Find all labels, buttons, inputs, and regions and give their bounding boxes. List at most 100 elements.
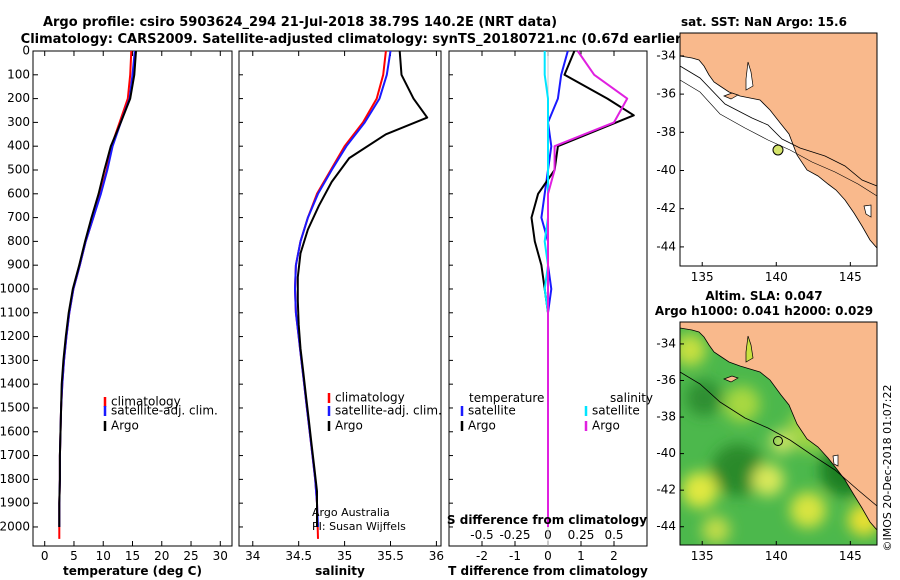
legend-label-argo: Argo [335,419,363,433]
x-tick-label: 34 [245,549,260,563]
sla-map-frame [679,321,878,546]
shelf-contour [679,65,878,187]
difference-legend: temperature salinity satellite Argo sate… [460,391,653,433]
sla-kangaroo-island [723,375,739,383]
top-tick-label: -0.25 [499,528,530,542]
map-y-tick-label: -44 [656,519,676,533]
legend-label-temp-satellite: satellite [468,404,516,418]
salinity-legend: climatology satellite-adj. clim. Argo [327,391,442,433]
x-tick-label: 15 [125,549,140,563]
legend-label-temp-argo: Argo [468,419,496,433]
sla-map-ticks: 135 140 145 -34 -36 -38 -40 -42 -44 [656,336,861,563]
legend-label-satellite: satellite-adj. clim. [335,404,442,418]
legend-label-climatology: climatology [111,395,181,409]
sla-map-subtitle: Argo h1000: 0.041 h2000: 0.029 [655,304,873,318]
y-tick-label: 0 [22,44,30,58]
series-line-argo [547,50,629,527]
credit-pi: PI: Susan Wijffels [312,520,406,533]
series-line-argo [296,50,429,527]
y-tick-label: 100 [7,67,30,81]
sst-map-ticks: 135 140 145 -34 -36 -38 -40 -42 -44 [656,48,861,284]
sla-island [832,454,839,467]
map-y-tick-label: -40 [656,163,676,177]
x-axis-label: temperature (deg C) [63,564,202,578]
temperature-panel-frame [32,50,233,547]
x-tick-label: 35.5 [377,549,404,563]
legend-label-argo: Argo [111,419,139,433]
port-phillip [863,204,872,218]
x-tick-label: -2 [476,549,488,563]
legend-label-climatology: climatology [335,391,405,405]
map-y-tick-label: -42 [656,201,676,215]
y-tick-label: 600 [7,186,30,200]
y-tick-label: 1000 [0,281,30,295]
legend-title-salinity: salinity [610,391,653,405]
map-x-tick-label: 145 [839,549,862,563]
x-tick-label: 20 [154,549,169,563]
temperature-axes: 0 5 10 15 20 25 30 temperature (deg C) 0 100 200 30… [0,44,228,579]
sla-australia-landmass [680,322,877,531]
y-tick-label: 900 [7,258,30,272]
y-tick-label: 300 [7,115,30,129]
map-x-tick-label: 135 [691,549,714,563]
x-tick-label: 5 [70,549,78,563]
sst-map: sat. SST: NaN Argo: 15.6 135 140 145 -34 -36… [656,15,878,284]
map-x-tick-label: 140 [765,270,788,284]
x-tick-label: 2 [610,549,618,563]
y-tick-label: 2000 [0,519,30,533]
y-tick-label: 1600 [0,424,30,438]
series-line-satellite-adj-clim- [58,50,136,527]
x-tick-label: 1 [577,549,585,563]
figure-title-line2: Climatology: CARS2009. Satellite-adjuste… [21,32,688,47]
legend-label-satellite: satellite-adj. clim. [111,404,218,418]
map-y-tick-label: -34 [656,336,676,350]
credit-institution: Argo Australia [312,506,390,519]
map-x-tick-label: 145 [839,270,862,284]
top-tick-label: 0.25 [568,528,595,542]
y-tick-label: 1400 [0,377,30,391]
series-line-climatology [294,50,387,539]
side-stamp: ©IMOS 20-Dec-2018 01:07:22 [881,385,894,552]
x-axis-label: T difference from climatology [448,564,648,578]
x-tick-label: -1 [509,549,521,563]
legend-title-temperature: temperature [469,391,544,405]
temperature-legend: climatology satellite-adj. clim. Argo [103,395,218,433]
map-y-tick-label: -36 [656,87,676,101]
salinity-panel-frame [238,50,442,547]
top-tick-label: 0.5 [604,528,623,542]
map-y-tick-label: -34 [656,48,676,62]
x-tick-label: 0 [41,549,49,563]
map-y-tick-label: -38 [656,410,676,424]
y-tick-label: 1700 [0,448,30,462]
map-y-tick-label: -38 [656,125,676,139]
x-tick-label: 36 [429,549,444,563]
map-y-tick-label: -36 [656,373,676,387]
figure-title-line1: Argo profile: csiro 5903624_294 21-Jul-2… [43,15,557,30]
y-tick-label: 1900 [0,496,30,510]
map-y-tick-label: -44 [656,239,676,253]
series-line-argo [530,50,635,527]
sla-field [680,322,877,545]
y-tick-label: 1200 [0,329,30,343]
map-x-tick-label: 135 [691,270,714,284]
top-tick-label: -0.5 [470,528,493,542]
sla-map-title: Altim. SLA: 0.047 [705,289,822,303]
series-line-satellite-adj-clim- [294,50,392,528]
gulf-inlet [745,61,754,91]
map-y-tick-label: -42 [656,483,676,497]
y-tick-label: 700 [7,210,30,224]
y-tick-label: 800 [7,234,30,248]
x-tick-label: 30 [213,549,228,563]
legend-label-sal-argo: Argo [592,419,620,433]
difference-axes: -2 -1 0 1 2T difference from climatology -0.5… [448,50,648,578]
argo-float-marker [772,144,784,156]
y-tick-label: 500 [7,162,30,176]
y-tick-label: 400 [7,139,30,153]
x-tick-label: 10 [96,549,111,563]
sla-gulf-inlet [745,335,754,363]
top-axis-label: S difference from climatology [447,513,647,527]
y-tick-label: 1800 [0,472,30,486]
sst-map-title: sat. SST: NaN Argo: 15.6 [681,15,847,29]
sla-argo-float-marker [773,436,783,446]
